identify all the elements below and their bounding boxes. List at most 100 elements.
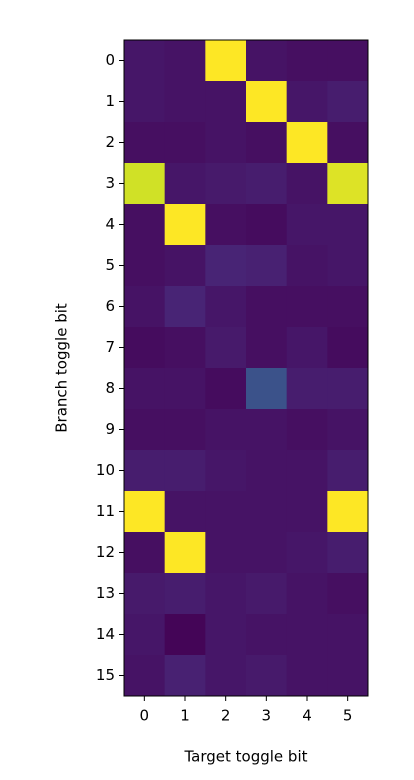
heatmap-cell <box>205 245 247 287</box>
heatmap-cell <box>327 245 369 287</box>
heatmap-cell <box>205 81 247 123</box>
heatmap-cell <box>286 491 328 533</box>
heatmap-cell <box>205 286 247 328</box>
heatmap-cell <box>164 286 206 328</box>
heatmap-cell <box>164 81 206 123</box>
heatmap-cell <box>327 163 369 205</box>
heatmap-cell <box>246 614 288 656</box>
heatmap-cell <box>164 450 206 492</box>
heatmap-cell <box>164 368 206 410</box>
heatmap-cell <box>124 245 166 287</box>
heatmap-cell <box>124 286 166 328</box>
heatmap-cell <box>205 573 247 615</box>
x-tick-label: 3 <box>262 707 272 725</box>
y-tick-label: 11 <box>96 502 115 520</box>
y-tick-label: 4 <box>105 215 115 233</box>
heatmap-cell <box>124 655 166 697</box>
heatmap-cell <box>327 81 369 123</box>
y-tick-label: 9 <box>105 420 115 438</box>
heatmap-cell <box>286 204 328 246</box>
heatmap-cell <box>327 327 369 369</box>
heatmap-cell <box>124 409 166 451</box>
heatmap-cell <box>124 204 166 246</box>
heatmap-cell <box>164 245 206 287</box>
heatmap-cell <box>327 573 369 615</box>
plot-frame <box>123 39 369 697</box>
heatmap-cell <box>205 368 247 410</box>
y-tick-label: 3 <box>105 174 115 192</box>
heatmap-cell <box>205 614 247 656</box>
heatmap-cell <box>286 450 328 492</box>
heatmap-cell <box>205 450 247 492</box>
y-tick-label: 10 <box>96 461 115 479</box>
y-tick-label: 0 <box>105 51 115 69</box>
y-tick-label: 12 <box>96 543 115 561</box>
y-tick-label: 7 <box>105 338 115 356</box>
heatmap-cell <box>327 368 369 410</box>
heatmap-cell <box>205 204 247 246</box>
heatmap-cell <box>246 450 288 492</box>
heatmap-cell <box>124 450 166 492</box>
heatmap-cell <box>327 655 369 697</box>
heatmap-cell <box>205 40 247 82</box>
y-tick-label: 14 <box>96 625 115 643</box>
heatmap-cell <box>124 573 166 615</box>
heatmap-cell <box>327 532 369 574</box>
heatmap-cell <box>124 81 166 123</box>
heatmap-cell <box>286 614 328 656</box>
heatmap-cell <box>327 614 369 656</box>
heatmap-cell <box>246 368 288 410</box>
heatmap-cell <box>246 81 288 123</box>
heatmap-cell <box>246 40 288 82</box>
heatmap-cell <box>327 450 369 492</box>
heatmap-cell <box>246 245 288 287</box>
heatmap-cell <box>246 163 288 205</box>
heatmap-cell <box>327 40 369 82</box>
heatmap-cell <box>246 327 288 369</box>
heatmap-cell <box>164 655 206 697</box>
heatmap-cell <box>327 122 369 164</box>
heatmap-cell <box>246 573 288 615</box>
heatmap-cell <box>286 409 328 451</box>
heatmap-cell <box>124 327 166 369</box>
heatmap-cell <box>205 122 247 164</box>
heatmap-cell <box>286 81 328 123</box>
heatmap-cell <box>327 204 369 246</box>
heatmap-cell <box>164 614 206 656</box>
heatmap-cell <box>286 532 328 574</box>
heatmap-cell <box>164 40 206 82</box>
x-tick-label: 2 <box>221 707 231 725</box>
heatmap-cell <box>246 122 288 164</box>
y-tick-label: 8 <box>105 379 115 397</box>
x-axis-label: Target toggle bit <box>183 748 307 766</box>
heatmap-cell <box>205 409 247 451</box>
heatmap-cell <box>286 573 328 615</box>
heatmap-cell <box>124 614 166 656</box>
heatmap-cell <box>164 327 206 369</box>
y-tick-label: 1 <box>105 92 115 110</box>
heatmap-cell <box>286 368 328 410</box>
heatmap-cell <box>124 368 166 410</box>
heatmap-cell <box>327 491 369 533</box>
y-axis-label: Branch toggle bit <box>53 303 71 433</box>
heatmap-cell <box>205 491 247 533</box>
heatmap-cell <box>286 163 328 205</box>
heatmap-cell <box>205 532 247 574</box>
y-tick-label: 15 <box>96 666 115 684</box>
heatmap-cell <box>124 40 166 82</box>
heatmap-cell <box>246 532 288 574</box>
y-tick-label: 6 <box>105 297 115 315</box>
heatmap-cell <box>286 327 328 369</box>
heatmap-cell <box>205 655 247 697</box>
heatmap-cell <box>246 409 288 451</box>
heatmap-cell <box>124 163 166 205</box>
y-tick-label: 5 <box>105 256 115 274</box>
y-tick-label: 13 <box>96 584 115 602</box>
heatmap-cell <box>164 204 206 246</box>
heatmap-cell <box>286 245 328 287</box>
heatmap-cell <box>164 163 206 205</box>
y-tick-label: 2 <box>105 133 115 151</box>
heatmap-cell <box>164 573 206 615</box>
heatmap-cell <box>246 286 288 328</box>
